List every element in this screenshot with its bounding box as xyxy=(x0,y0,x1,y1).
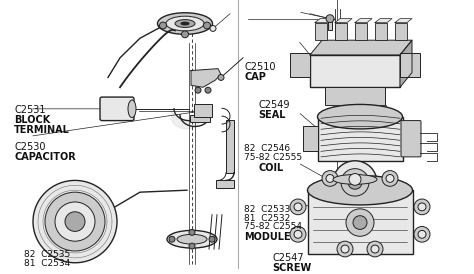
Text: SEAL: SEAL xyxy=(258,110,286,120)
Circle shape xyxy=(55,202,95,241)
Text: C2547: C2547 xyxy=(273,253,304,263)
FancyBboxPatch shape xyxy=(335,22,347,40)
Text: 75-82 C2554: 75-82 C2554 xyxy=(244,222,302,232)
FancyBboxPatch shape xyxy=(226,120,234,173)
Ellipse shape xyxy=(177,234,207,244)
Ellipse shape xyxy=(318,104,402,129)
Circle shape xyxy=(189,243,195,249)
Text: 81  C2532: 81 C2532 xyxy=(244,213,291,222)
Circle shape xyxy=(418,230,426,238)
FancyBboxPatch shape xyxy=(363,105,371,115)
Polygon shape xyxy=(315,19,332,22)
Ellipse shape xyxy=(128,100,136,118)
Circle shape xyxy=(159,22,166,29)
Circle shape xyxy=(346,209,374,236)
Circle shape xyxy=(203,22,210,29)
Ellipse shape xyxy=(175,20,195,27)
Text: 82  C2535: 82 C2535 xyxy=(24,250,70,259)
Circle shape xyxy=(371,245,379,253)
Text: COIL: COIL xyxy=(258,162,283,173)
Text: TERMINAL: TERMINAL xyxy=(14,125,70,135)
Text: 82  C2546: 82 C2546 xyxy=(244,144,290,153)
Text: C2549: C2549 xyxy=(258,100,290,110)
Text: C2530: C2530 xyxy=(14,142,46,152)
Circle shape xyxy=(341,245,349,253)
Text: BLOCK: BLOCK xyxy=(14,115,50,125)
Circle shape xyxy=(341,169,369,196)
Circle shape xyxy=(209,236,215,242)
Circle shape xyxy=(382,171,398,186)
Circle shape xyxy=(418,203,426,211)
Ellipse shape xyxy=(167,230,217,248)
Text: C2510: C2510 xyxy=(244,62,275,72)
FancyBboxPatch shape xyxy=(348,105,356,115)
Circle shape xyxy=(218,75,224,80)
Circle shape xyxy=(333,161,377,204)
Text: SCREW: SCREW xyxy=(273,263,312,273)
FancyBboxPatch shape xyxy=(401,121,421,157)
Polygon shape xyxy=(400,40,412,87)
FancyBboxPatch shape xyxy=(194,104,212,117)
Text: 82  C2533: 82 C2533 xyxy=(244,205,291,214)
Circle shape xyxy=(210,25,216,32)
Circle shape xyxy=(326,15,334,22)
Polygon shape xyxy=(310,40,412,55)
Circle shape xyxy=(349,173,361,185)
FancyBboxPatch shape xyxy=(308,190,413,254)
Circle shape xyxy=(189,229,195,235)
Text: CAPACITOR: CAPACITOR xyxy=(14,152,76,162)
FancyBboxPatch shape xyxy=(378,105,386,115)
Circle shape xyxy=(414,199,430,215)
FancyBboxPatch shape xyxy=(318,117,403,161)
Circle shape xyxy=(290,199,306,215)
Circle shape xyxy=(386,175,394,182)
Circle shape xyxy=(294,203,302,211)
Polygon shape xyxy=(395,19,412,22)
Circle shape xyxy=(348,176,362,189)
FancyBboxPatch shape xyxy=(400,53,420,78)
FancyBboxPatch shape xyxy=(290,53,310,78)
FancyBboxPatch shape xyxy=(328,19,332,30)
FancyBboxPatch shape xyxy=(310,55,400,87)
Polygon shape xyxy=(375,19,392,22)
Text: MODULE: MODULE xyxy=(244,232,291,242)
Circle shape xyxy=(169,236,175,242)
Ellipse shape xyxy=(181,22,189,25)
FancyBboxPatch shape xyxy=(333,105,341,115)
Ellipse shape xyxy=(157,13,212,34)
FancyBboxPatch shape xyxy=(100,97,134,121)
Circle shape xyxy=(45,192,105,251)
Text: 75-82 C2555: 75-82 C2555 xyxy=(244,153,302,162)
Circle shape xyxy=(326,175,334,182)
Circle shape xyxy=(322,171,338,186)
Text: 81  C2534: 81 C2534 xyxy=(24,259,70,268)
FancyBboxPatch shape xyxy=(355,22,367,40)
Circle shape xyxy=(414,227,430,242)
FancyBboxPatch shape xyxy=(325,87,385,105)
Circle shape xyxy=(290,227,306,242)
Ellipse shape xyxy=(333,175,377,184)
FancyBboxPatch shape xyxy=(395,22,407,40)
Ellipse shape xyxy=(166,16,204,31)
Text: CAP: CAP xyxy=(244,72,266,82)
Circle shape xyxy=(205,87,211,93)
Circle shape xyxy=(195,87,201,93)
FancyBboxPatch shape xyxy=(303,127,318,151)
Circle shape xyxy=(353,216,367,229)
Circle shape xyxy=(65,212,85,231)
FancyBboxPatch shape xyxy=(216,180,234,188)
Polygon shape xyxy=(191,68,221,87)
Polygon shape xyxy=(355,19,372,22)
Circle shape xyxy=(337,241,353,257)
FancyBboxPatch shape xyxy=(315,22,327,40)
Circle shape xyxy=(294,230,302,238)
Circle shape xyxy=(33,180,117,263)
FancyBboxPatch shape xyxy=(375,22,387,40)
Text: C2531: C2531 xyxy=(14,105,46,115)
Polygon shape xyxy=(335,19,352,22)
Circle shape xyxy=(182,31,189,38)
Circle shape xyxy=(367,241,383,257)
Ellipse shape xyxy=(308,176,412,205)
FancyBboxPatch shape xyxy=(190,115,210,122)
